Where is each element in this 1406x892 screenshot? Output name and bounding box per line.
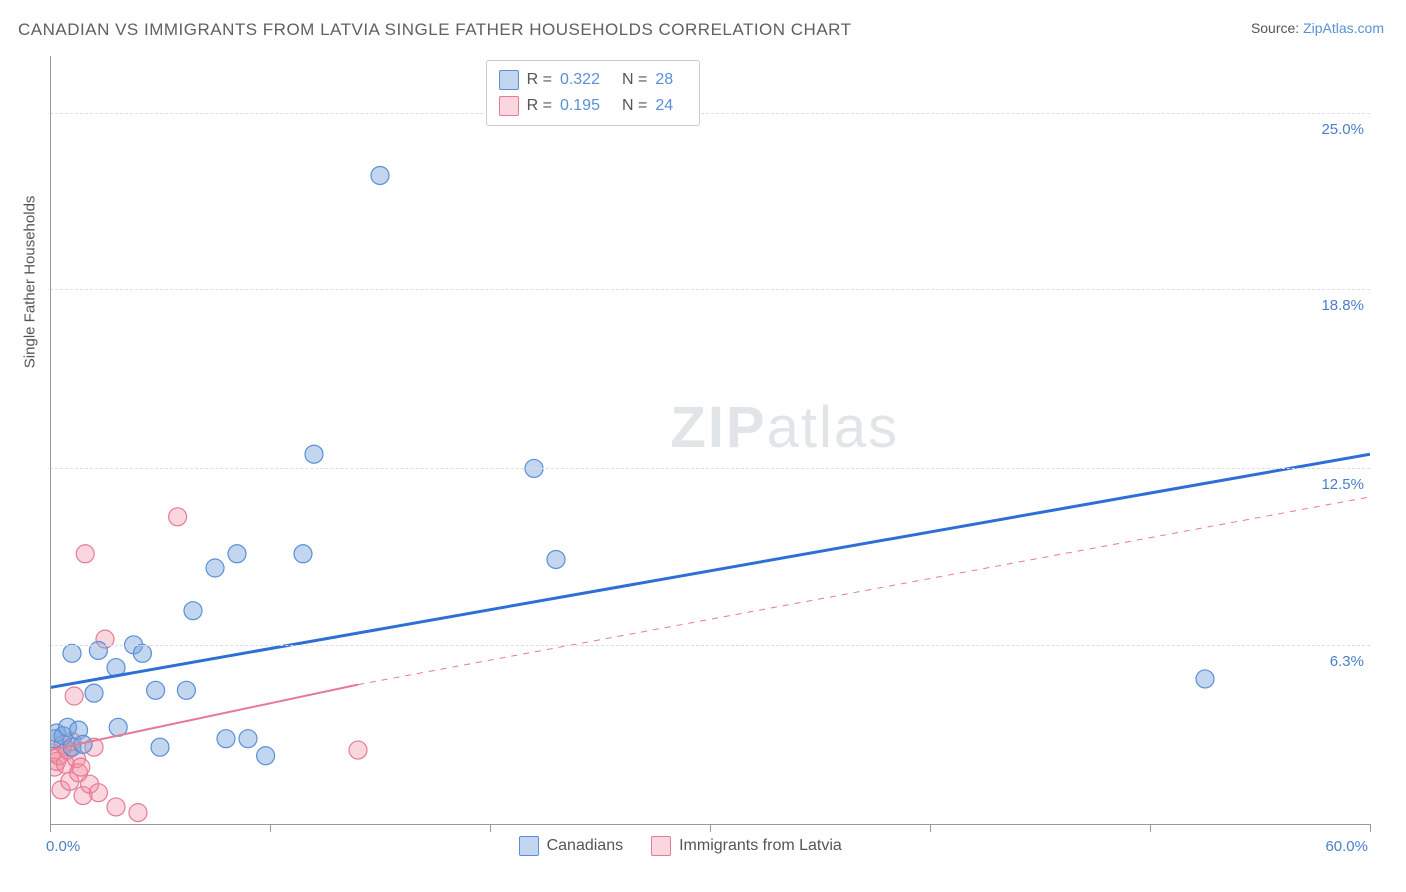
legend-row: R = 0.195 N = 24 xyxy=(499,93,688,119)
gridline xyxy=(50,289,1370,290)
legend-item: Immigrants from Latvia xyxy=(651,836,842,856)
x-tick xyxy=(1370,824,1371,832)
source-attribution: Source: ZipAtlas.com xyxy=(1251,20,1384,36)
chart-svg xyxy=(50,56,1370,824)
chart-title: CANADIAN VS IMMIGRANTS FROM LATVIA SINGL… xyxy=(18,20,852,40)
n-label: N = xyxy=(622,67,647,93)
n-value: 24 xyxy=(655,93,673,119)
legend-series: Canadians Immigrants from Latvia xyxy=(519,836,842,856)
x-tick xyxy=(270,824,271,832)
y-tick-label: 25.0% xyxy=(1321,121,1364,138)
plot-area: ZIPatlas 6.3%12.5%18.8%25.0%0.0%60.0% xyxy=(50,56,1370,824)
gridline xyxy=(50,468,1370,469)
x-tick xyxy=(1150,824,1151,832)
x-origin-label: 0.0% xyxy=(46,838,80,855)
x-tick xyxy=(50,824,51,832)
y-axis xyxy=(50,56,51,824)
y-axis-label: Single Father Households xyxy=(22,196,39,369)
n-label: N = xyxy=(622,93,647,119)
gridline xyxy=(50,645,1370,646)
x-max-label: 60.0% xyxy=(1325,838,1368,855)
x-tick xyxy=(930,824,931,832)
legend-correlation: R = 0.322 N = 28 R = 0.195 N = 24 xyxy=(486,60,701,126)
r-label: R = xyxy=(527,93,552,119)
r-value: 0.322 xyxy=(560,67,600,93)
legend-swatch xyxy=(499,96,519,116)
legend-swatch xyxy=(499,70,519,90)
legend-swatch xyxy=(651,836,671,856)
legend-row: R = 0.322 N = 28 xyxy=(499,67,688,93)
y-tick-label: 12.5% xyxy=(1321,476,1364,493)
watermark: ZIPatlas xyxy=(670,394,899,461)
n-value: 28 xyxy=(655,67,673,93)
r-label: R = xyxy=(527,67,552,93)
source-label: Source: xyxy=(1251,20,1303,36)
x-tick xyxy=(490,824,491,832)
r-value: 0.195 xyxy=(560,93,600,119)
legend-swatch xyxy=(519,836,539,856)
gridline xyxy=(50,113,1370,114)
y-tick-label: 6.3% xyxy=(1330,653,1364,670)
legend-label: Canadians xyxy=(547,837,624,855)
legend-label: Immigrants from Latvia xyxy=(679,837,842,855)
legend-item: Canadians xyxy=(519,836,624,856)
source-value: ZipAtlas.com xyxy=(1303,20,1384,36)
x-tick xyxy=(710,824,711,832)
watermark-zip: ZIP xyxy=(670,395,766,460)
watermark-atlas: atlas xyxy=(767,395,900,460)
y-tick-label: 18.8% xyxy=(1321,297,1364,314)
